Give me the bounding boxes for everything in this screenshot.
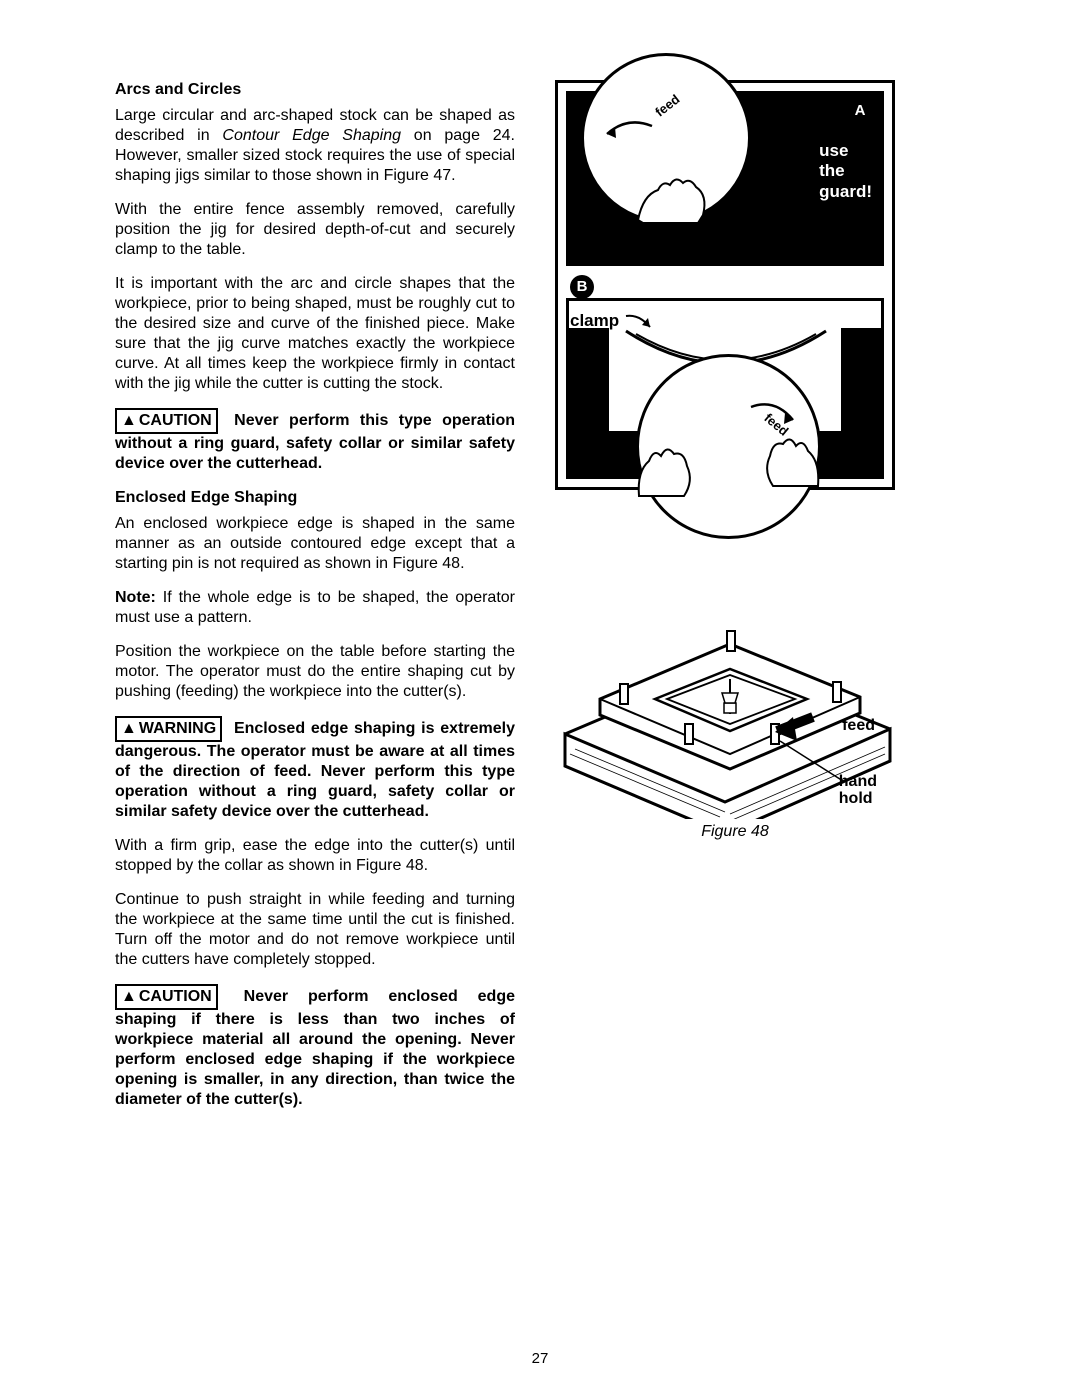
warning-triangle-icon: ▲ (121, 987, 137, 1007)
figure-48: feed hand hold (555, 589, 895, 819)
caution-1: ▲CAUTION Never perform this type operati… (115, 408, 515, 474)
figure-47-wrap: feed A use the guard! (555, 80, 915, 514)
warning-box: ▲WARNING (115, 716, 222, 742)
caution-2: ▲CAUTION Never perform enclosed edge sha… (115, 984, 515, 1110)
para-2: With the entire fence assembly removed, … (115, 200, 515, 260)
para-5: Note: If the whole edge is to be shaped,… (115, 588, 515, 628)
note-label: Note: (115, 589, 156, 606)
page: Arcs and Circles Large circular and arc-… (115, 80, 980, 1124)
fig47-label-area: B (570, 275, 594, 299)
hand-right-icon (758, 426, 828, 496)
para-1b-italic: Contour Edge Shaping (222, 127, 401, 144)
warning-label: WARNING (139, 720, 216, 737)
left-column: Arcs and Circles Large circular and arc-… (115, 80, 515, 1124)
fig47-label-a: A (848, 99, 872, 123)
feed-arrow-icon (602, 114, 662, 144)
fig47-workpiece-circle-b: feed (636, 354, 821, 539)
caution-label-1: CAUTION (139, 412, 212, 429)
para-8: Continue to push straight in while feedi… (115, 890, 515, 970)
para-3: It is important with the arc and circle … (115, 274, 515, 394)
fig47-panel-b: feed (566, 298, 884, 479)
note-text: If the whole edge is to be shaped, the o… (115, 589, 515, 626)
heading-enclosed-edge: Enclosed Edge Shaping (115, 488, 515, 508)
warning-triangle-icon: ▲ (121, 411, 137, 431)
figure-48-caption: Figure 48 (555, 823, 915, 841)
caution-box-2: ▲CAUTION (115, 984, 218, 1010)
page-number: 27 (0, 1350, 1080, 1367)
caution-box-1: ▲CAUTION (115, 408, 218, 434)
fig47-label-b: B (570, 275, 594, 299)
para-6: Position the workpiece on the table befo… (115, 642, 515, 702)
fig47-text-use-guard: use the guard! (819, 141, 872, 202)
heading-arcs-circles: Arcs and Circles (115, 80, 515, 100)
para-1: Large circular and arc-shaped stock can … (115, 106, 515, 186)
caution-label-2: CAUTION (139, 988, 212, 1005)
figure-47: feed A use the guard! (555, 80, 895, 490)
warning-1: ▲WARNING Enclosed edge shaping is extrem… (115, 716, 515, 822)
hand-left-icon (629, 436, 699, 506)
fig48-handhold-label: hand hold (839, 774, 877, 808)
fig47-workpiece-circle-a: feed (581, 53, 751, 223)
hand-icon (628, 165, 718, 225)
right-column: feed A use the guard! (555, 80, 915, 1124)
fig48-feed-label: feed (842, 717, 875, 735)
warning-triangle-icon: ▲ (121, 719, 137, 739)
feed-arrow-b-icon (745, 395, 800, 430)
para-4: An enclosed workpiece edge is shaped in … (115, 514, 515, 574)
fig47-panel-a: feed A use the guard! (566, 91, 884, 266)
para-7: With a firm grip, ease the edge into the… (115, 836, 515, 876)
